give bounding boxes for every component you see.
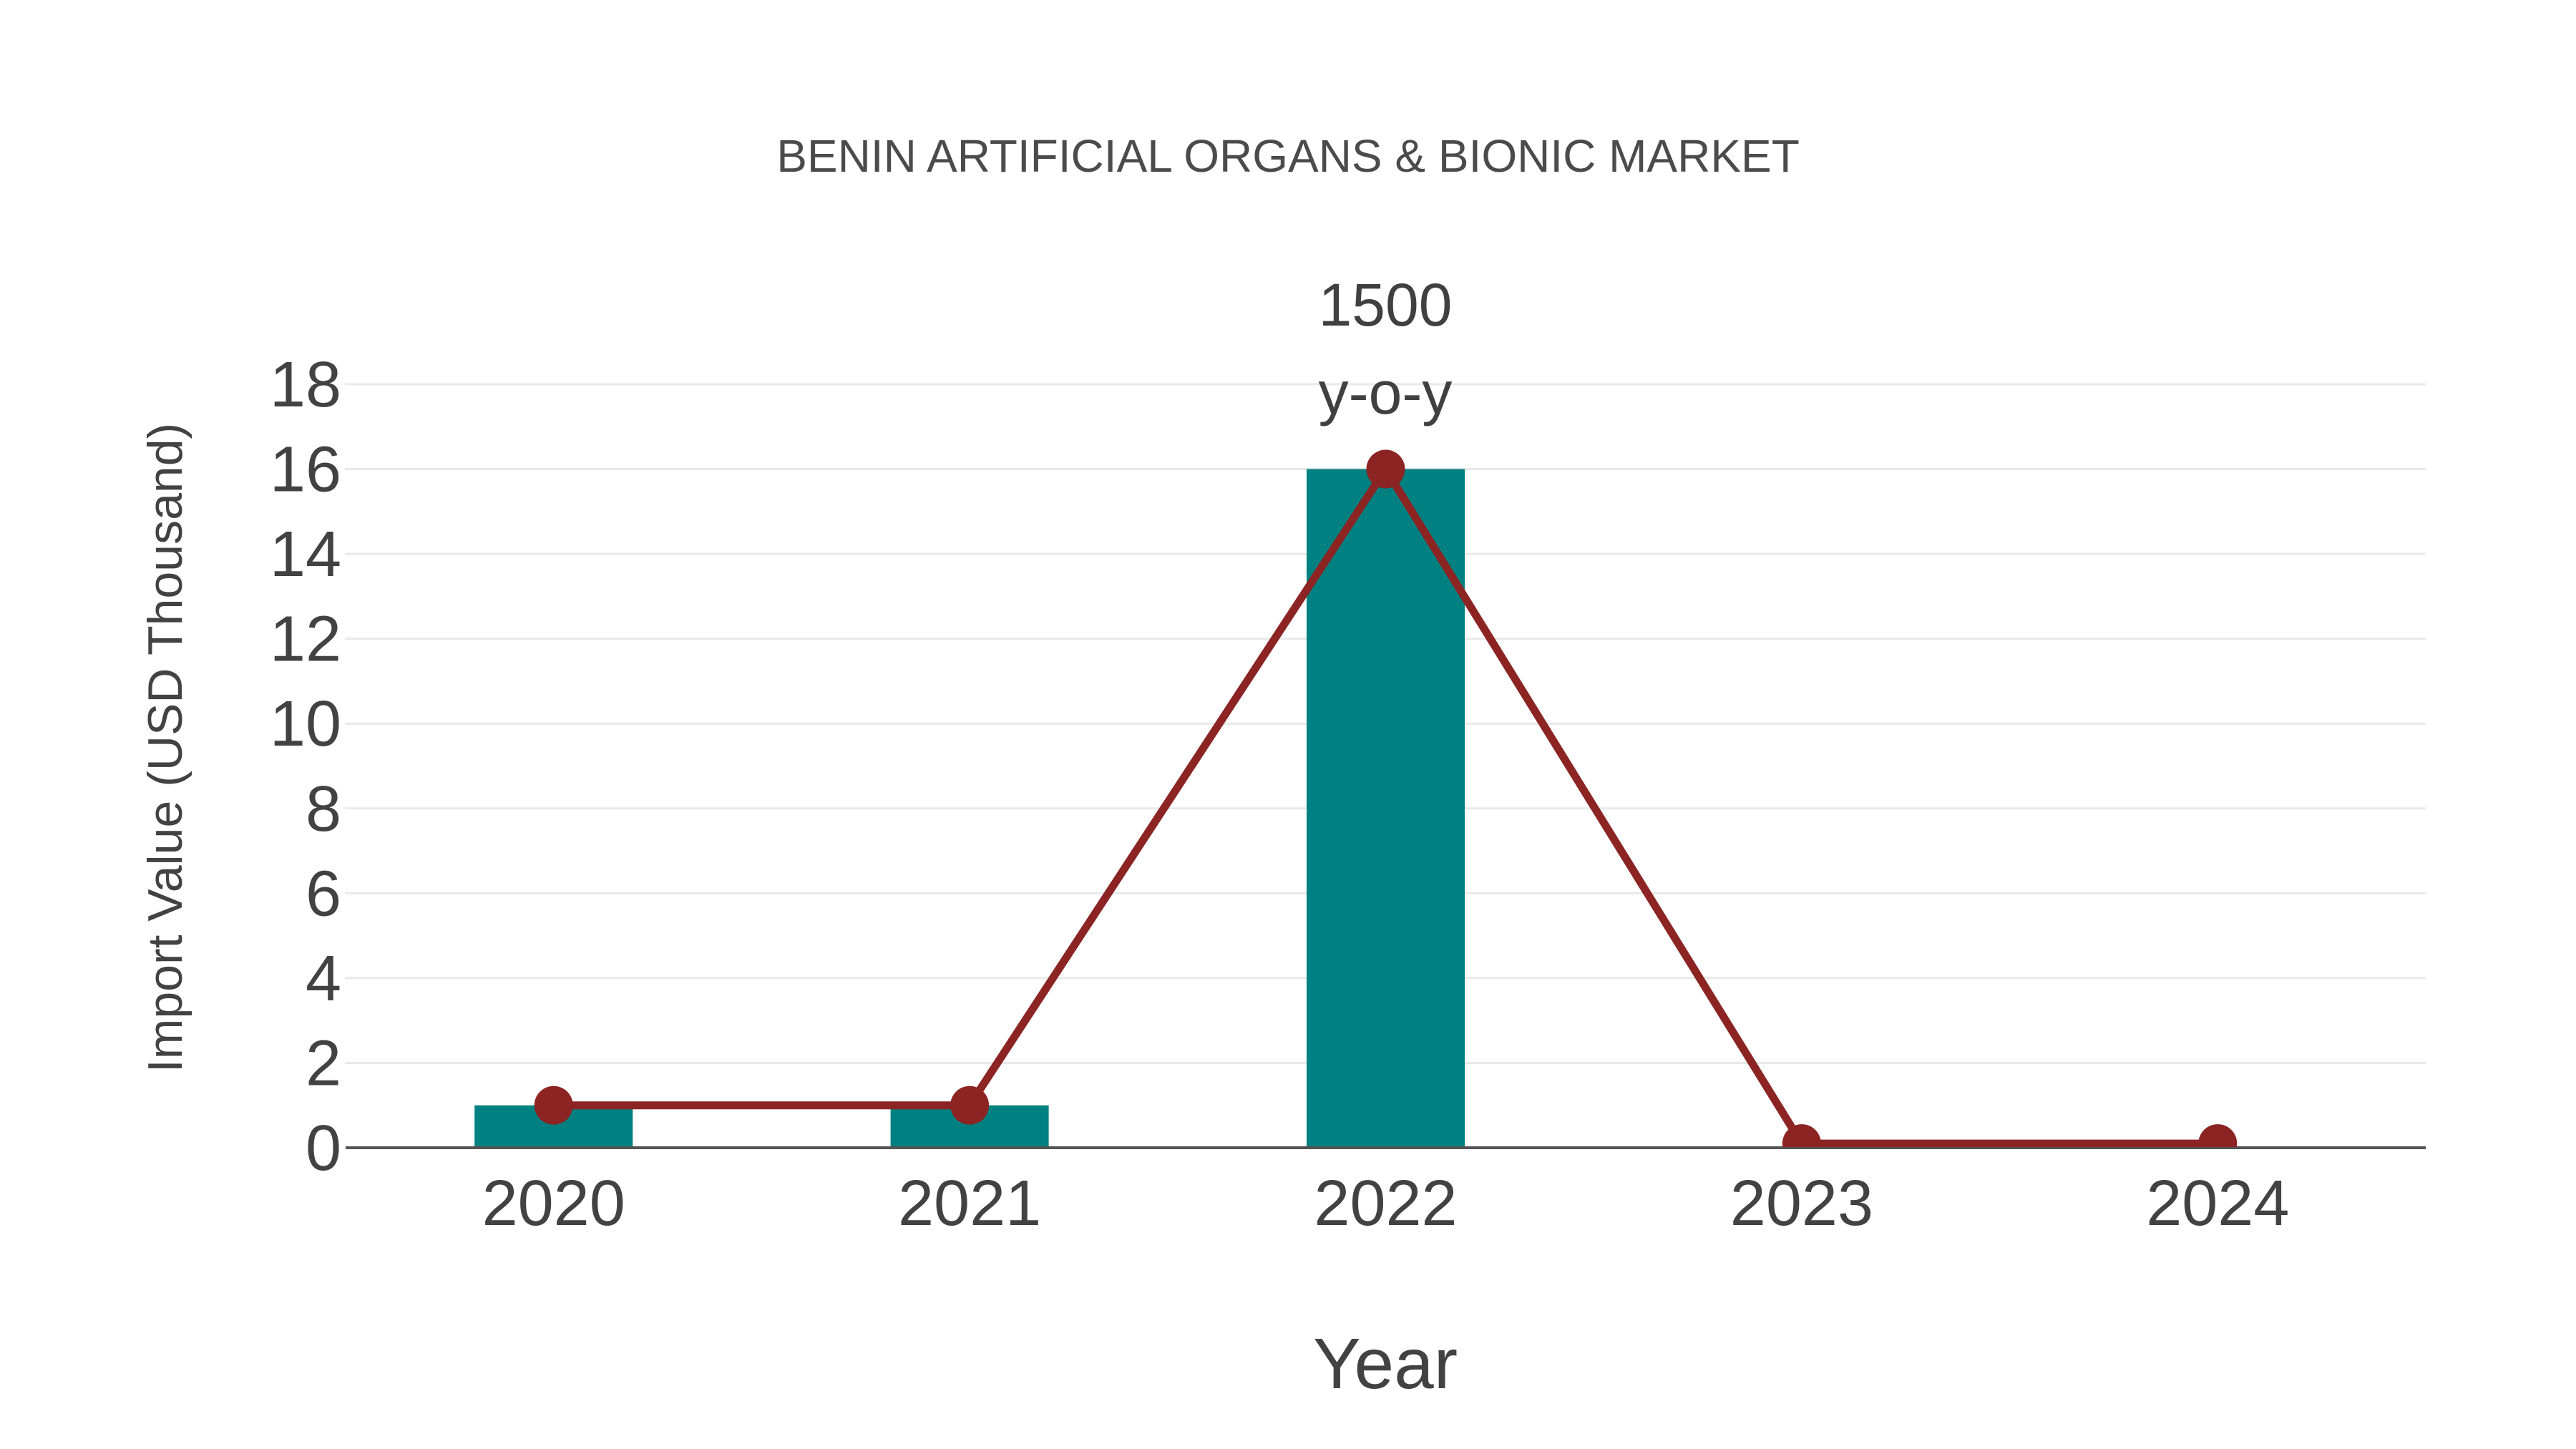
y-axis-title: Import Value (USD Thousand) bbox=[138, 423, 192, 1073]
x-tick-label: 2021 bbox=[898, 1168, 1041, 1239]
x-tick-label: 2022 bbox=[1314, 1168, 1457, 1239]
y-tick-label: 0 bbox=[306, 1113, 341, 1184]
annotation-value: 1500 bbox=[1319, 271, 1453, 338]
y-tick-labels: 0 2 4 6 8 10 12 14 16 18 bbox=[270, 349, 341, 1184]
chart-title: BENIN ARTIFICIAL ORGANS & BIONIC MARKET bbox=[776, 130, 1800, 182]
y-tick-label: 8 bbox=[306, 774, 341, 845]
y-tick-label: 18 bbox=[270, 349, 341, 421]
y-tick-label: 12 bbox=[270, 604, 341, 675]
y-tick-label: 2 bbox=[306, 1028, 341, 1099]
line-series bbox=[534, 449, 2238, 1147]
data-point-2024 bbox=[2198, 1124, 2238, 1147]
data-point-2021 bbox=[950, 1085, 990, 1125]
y-tick-label: 16 bbox=[270, 434, 341, 506]
bar-2022 bbox=[1307, 469, 1465, 1148]
data-point-2023 bbox=[1782, 1124, 1821, 1147]
data-point-2022 bbox=[1366, 449, 1405, 489]
bar-series bbox=[474, 469, 1465, 1148]
y-tick-label: 6 bbox=[306, 858, 341, 930]
y-tick-label: 14 bbox=[270, 519, 341, 590]
y-tick-label: 4 bbox=[306, 943, 341, 1015]
y-tick-label: 10 bbox=[270, 688, 341, 760]
x-tick-labels: 2020 2021 2022 2023 2024 bbox=[482, 1168, 2290, 1239]
x-tick-label: 2024 bbox=[2146, 1168, 2289, 1239]
x-tick-label: 2023 bbox=[1730, 1168, 1873, 1239]
x-tick-label: 2020 bbox=[482, 1168, 625, 1239]
data-point-2020 bbox=[534, 1085, 573, 1125]
annotation-label: y-o-y bbox=[1319, 359, 1453, 426]
x-axis-title: Year bbox=[1313, 1324, 1458, 1404]
